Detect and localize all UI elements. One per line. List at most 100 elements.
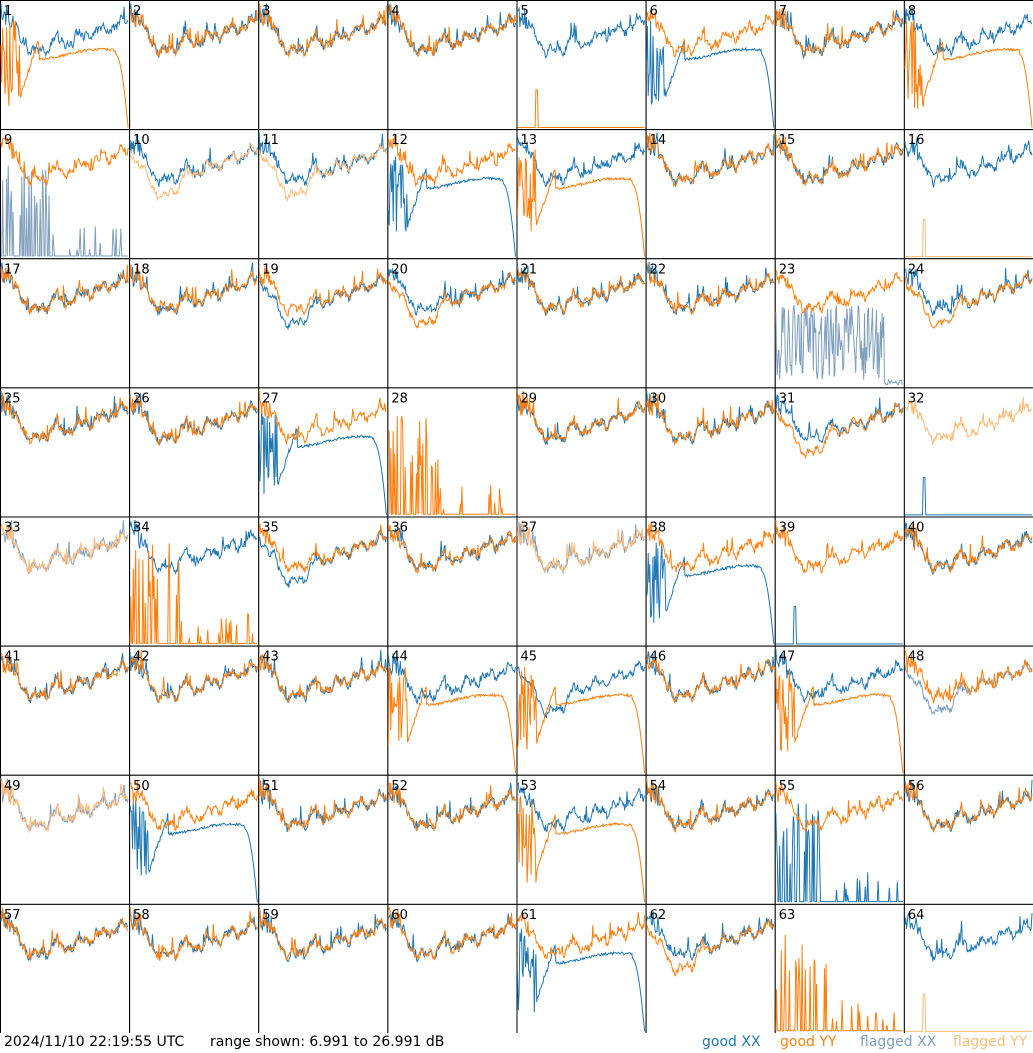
panel-8: 8 [903, 0, 1033, 131]
series-yy-good [775, 7, 904, 56]
panel-36: 36 [387, 516, 518, 647]
series-yy-good [258, 778, 387, 831]
panel-label: 19 [262, 262, 279, 277]
series-xx-flagged [1, 160, 129, 257]
panel-label: 48 [908, 650, 925, 665]
series-yy-good [904, 779, 1033, 833]
series-xx-good [0, 3, 129, 58]
panel-frame [903, 645, 1033, 776]
panel-label: 57 [4, 908, 21, 923]
series-xx-good [775, 803, 903, 903]
panel-label: 11 [262, 133, 279, 148]
panel-label: 17 [4, 262, 21, 277]
panel-26: 26 [129, 387, 260, 518]
panel-62: 62 [645, 903, 776, 1033]
panel-64: 64 [903, 903, 1033, 1033]
panel-frame [129, 0, 260, 131]
panel-52: 52 [387, 774, 518, 905]
panel-2: 2 [129, 0, 260, 131]
panel-46: 46 [645, 645, 776, 776]
panel-frame [129, 387, 260, 518]
panel-16: 16 [903, 129, 1033, 260]
series-yy-flagged [258, 143, 387, 202]
panel-frame [258, 258, 389, 389]
panel-label: 13 [521, 133, 538, 148]
series-yy-flagged [904, 993, 1032, 1032]
panel-28: 28 [387, 387, 518, 518]
panel-frame [645, 0, 776, 131]
panel-3: 3 [258, 0, 389, 131]
series-xx-good [517, 6, 646, 59]
panel-9: 9 [0, 129, 131, 260]
panel-12: 12 [387, 129, 518, 260]
panel-label: 51 [262, 779, 279, 794]
panel-42: 42 [129, 645, 260, 776]
panel-frame [258, 774, 389, 905]
panel-frame [0, 387, 131, 518]
panel-label: 43 [262, 650, 279, 665]
series-yy-good [258, 653, 387, 704]
series-yy-good [387, 415, 516, 515]
panel-22: 22 [645, 258, 776, 389]
panel-label: 37 [521, 521, 538, 536]
series-yy-good [129, 395, 258, 447]
series-yy-good [904, 524, 1033, 574]
panel-frame [0, 645, 131, 776]
panel-frame [645, 387, 776, 518]
series-yy-good [0, 20, 129, 128]
panel-frame [516, 258, 647, 389]
panel-label: 62 [650, 908, 667, 923]
panel-frame [516, 0, 647, 131]
series-xx-good [904, 267, 1033, 316]
panel-18: 18 [129, 258, 260, 389]
panel-15: 15 [774, 129, 905, 260]
series-yy-good [517, 666, 646, 774]
panel-frame [903, 516, 1033, 647]
panel-frame [774, 0, 905, 131]
panel-50: 50 [129, 774, 260, 905]
series-xx-good [387, 156, 516, 257]
series-xx-good [904, 6, 1033, 58]
panel-frame [0, 258, 131, 389]
panel-label: 42 [133, 650, 150, 665]
panel-label: 39 [779, 521, 796, 536]
panel-label: 21 [521, 262, 538, 277]
panel-label: 23 [779, 262, 796, 277]
series-yy-good [387, 271, 516, 329]
series-xx-good [129, 519, 258, 575]
panel-53: 53 [516, 774, 647, 905]
panel-56: 56 [903, 774, 1033, 905]
series-yy-good [646, 394, 775, 445]
series-xx-good [129, 800, 258, 903]
series-yy-good [904, 649, 1033, 704]
panel-label: 14 [650, 133, 667, 148]
panel-label: 53 [521, 779, 538, 794]
series-xx-good [775, 649, 904, 704]
panel-frame [903, 129, 1033, 260]
panel-48: 48 [903, 645, 1033, 776]
series-yy-flagged [904, 396, 1033, 445]
series-yy-good [129, 264, 258, 315]
panel-label: 25 [4, 391, 21, 406]
panel-label: 4 [391, 4, 399, 19]
panel-label: 58 [133, 908, 150, 923]
series-xx-good [387, 653, 516, 705]
panel-label: 22 [650, 262, 667, 277]
panel-23: 23 [774, 258, 905, 389]
panel-label: 49 [4, 779, 21, 794]
series-yy-good [517, 390, 646, 443]
panel-label: 40 [908, 521, 925, 536]
panel-frame [129, 645, 260, 776]
panel-58: 58 [129, 903, 260, 1033]
series-xx-good [775, 606, 903, 645]
series-xx-good [646, 542, 775, 645]
panel-label: 55 [779, 779, 796, 794]
panel-frame [774, 387, 905, 518]
series-yy-good [129, 8, 258, 58]
panel-35: 35 [258, 516, 389, 647]
panel-27: 27 [258, 387, 389, 518]
panel-frame [387, 516, 518, 647]
panel-label: 32 [908, 391, 925, 406]
series-yy-good [646, 778, 775, 833]
panel-6: 6 [645, 0, 776, 131]
